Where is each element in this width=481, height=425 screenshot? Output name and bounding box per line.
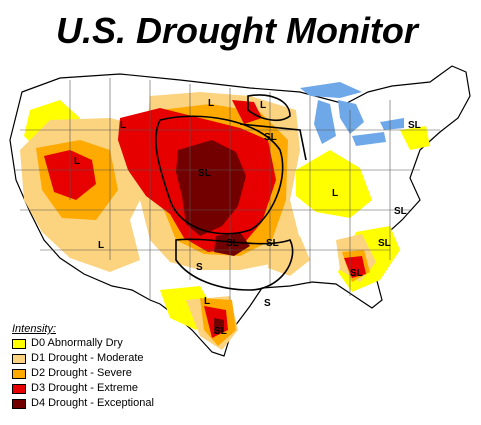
legend-item: D4 Drought - Exceptional	[12, 396, 212, 411]
impact-label: SL	[350, 268, 363, 279]
legend-heading: Intensity:	[12, 323, 57, 335]
impact-label: SL	[408, 120, 421, 131]
impact-label: SL	[226, 238, 239, 249]
swatch-d3	[12, 383, 26, 394]
impact-label: SL	[264, 132, 277, 143]
impact-label: L	[74, 156, 80, 167]
impact-label: L	[208, 98, 214, 109]
swatch-d4	[12, 398, 26, 409]
map-title: U.S. Drought Monitor	[56, 10, 418, 51]
legend-item: D3 Drought - Extreme	[12, 381, 212, 396]
impact-label: L	[260, 100, 266, 111]
swatch-d1	[12, 353, 26, 364]
impact-label: L	[120, 120, 126, 131]
impact-label: SL	[214, 326, 227, 337]
state-boundaries	[14, 78, 440, 300]
legend-item: D2 Drought - Severe	[12, 366, 212, 381]
legend-item-label: D2 Drought - Severe	[31, 367, 132, 379]
legend-item: D1 Drought - Moderate	[12, 351, 212, 366]
impact-label: L	[204, 296, 210, 307]
legend-item-label: D1 Drought - Moderate	[31, 352, 144, 364]
impact-label: S	[264, 298, 271, 309]
impact-label: SL	[198, 168, 211, 179]
legend-item: D0 Abnormally Dry	[12, 336, 212, 351]
impact-label: S	[196, 262, 203, 273]
legend-item-label: D0 Abnormally Dry	[31, 337, 123, 349]
legend-item-label: D4 Drought - Exceptional	[31, 397, 154, 409]
legend-item-label: D3 Drought - Extreme	[31, 382, 138, 394]
impact-label: L	[332, 188, 338, 199]
impact-label: SL	[378, 238, 391, 249]
swatch-d0	[12, 338, 26, 349]
great-lakes	[300, 82, 404, 146]
impact-boundaries	[155, 94, 307, 291]
legend: Intensity: D0 Abnormally Dry D1 Drought …	[12, 322, 212, 411]
impact-label: SL	[394, 206, 407, 217]
swatch-d2	[12, 368, 26, 379]
impact-label: SL	[266, 238, 279, 249]
impact-label: L	[98, 240, 104, 251]
